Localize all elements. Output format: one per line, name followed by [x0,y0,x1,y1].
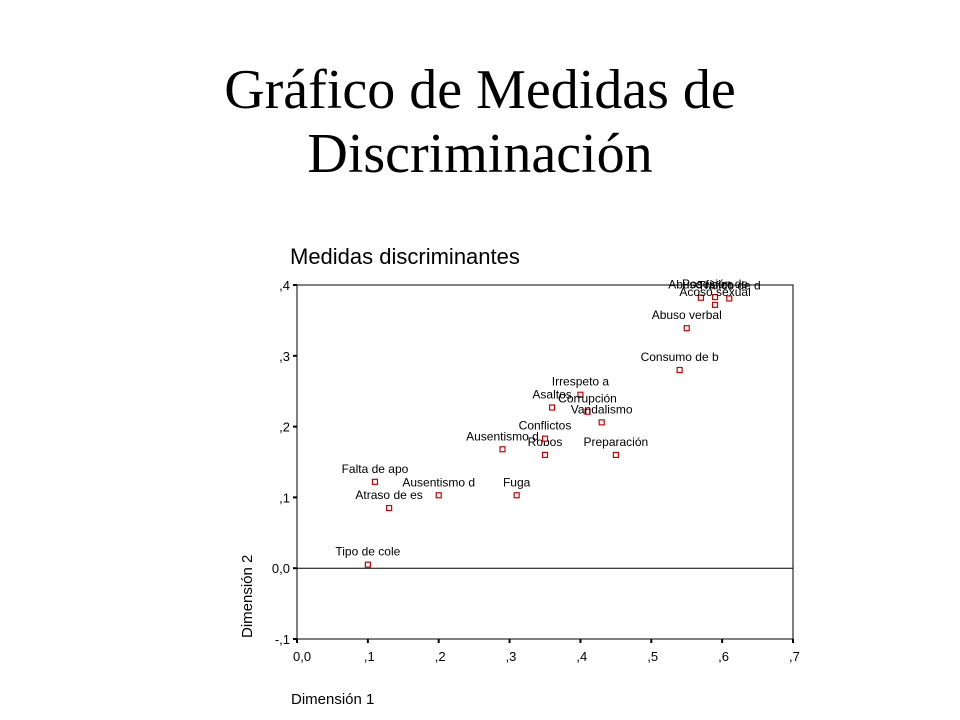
data-point-label: Tipo de cole [335,545,400,559]
data-point-marker [726,295,733,302]
data-point-label: Falta de apo [342,462,409,476]
data-point-marker [548,404,556,411]
slide-title-line-1: Gráfico de Medidas de [224,59,736,121]
x-tick-label: ,2 [435,649,446,664]
data-point-marker [499,446,506,453]
data-point-marker [711,293,719,301]
chart-title: Medidas discriminantes [290,244,520,269]
data-point-marker [577,391,584,398]
y-tick-label: ,2 [279,420,290,435]
data-point-label: Fuga [503,475,531,489]
data-point-marker [364,561,371,568]
data-point-label: Posesión de [682,277,748,291]
data-point-marker [541,451,549,459]
x-axis-label: Dimensión 1 [291,691,374,708]
data-point-label: Conflictos [519,419,572,433]
x-tick-label: ,1 [364,649,375,664]
slide-title-line-2: Discriminación [307,123,653,185]
slide-title: Gráfico de Medidas de Discriminación [0,58,960,186]
data-point-label: Acoso sexual [679,285,750,299]
data-point-marker [541,435,549,442]
data-point-label: Ausentismo d [402,475,475,489]
data-point-marker [371,478,379,485]
data-point-label: Tráfico de d [698,278,761,292]
data-point-label: Atraso de es [355,488,422,502]
data-point-marker [612,451,619,459]
x-tick-label: ,4 [576,649,587,664]
x-tick-label: ,7 [789,649,800,664]
data-point-label: Preparación [583,435,648,449]
data-point-marker [676,366,683,374]
x-tick-label: ,6 [718,649,729,664]
y-tick-label: ,3 [279,349,290,364]
x-tick-label: ,5 [647,649,658,664]
data-point-label: Abuso verbal [652,308,722,322]
data-point-marker [386,504,393,512]
data-point-marker [683,325,690,332]
data-point-marker [598,419,605,426]
data-point-marker [513,492,520,499]
data-point-label: Consumo de b [641,350,719,364]
data-point-marker [697,294,704,301]
data-point-marker [584,408,591,415]
data-point-label: Abuso físico [668,278,734,292]
data-point-label: Irrespeto a [552,375,610,389]
data-point-label: Corrupción [558,392,617,406]
data-point-label: Asaltos [532,387,571,401]
data-point-label: Ausentismo d [466,429,539,443]
y-tick-label: ,4 [279,278,290,293]
data-point-label: Robos [528,435,563,449]
y-tick-label: ,1 [279,490,290,505]
y-tick-label: -,1 [275,632,290,647]
data-point-marker [711,301,719,308]
x-tick-label: 0,0 [293,649,311,664]
plot-frame [296,284,794,640]
y-axis-label: Dimensión 2 [239,555,256,638]
data-point-label: Vandalismo [571,402,633,416]
y-tick-label: 0,0 [272,561,290,576]
data-point-marker [435,492,442,499]
x-tick-label: ,3 [506,649,517,664]
